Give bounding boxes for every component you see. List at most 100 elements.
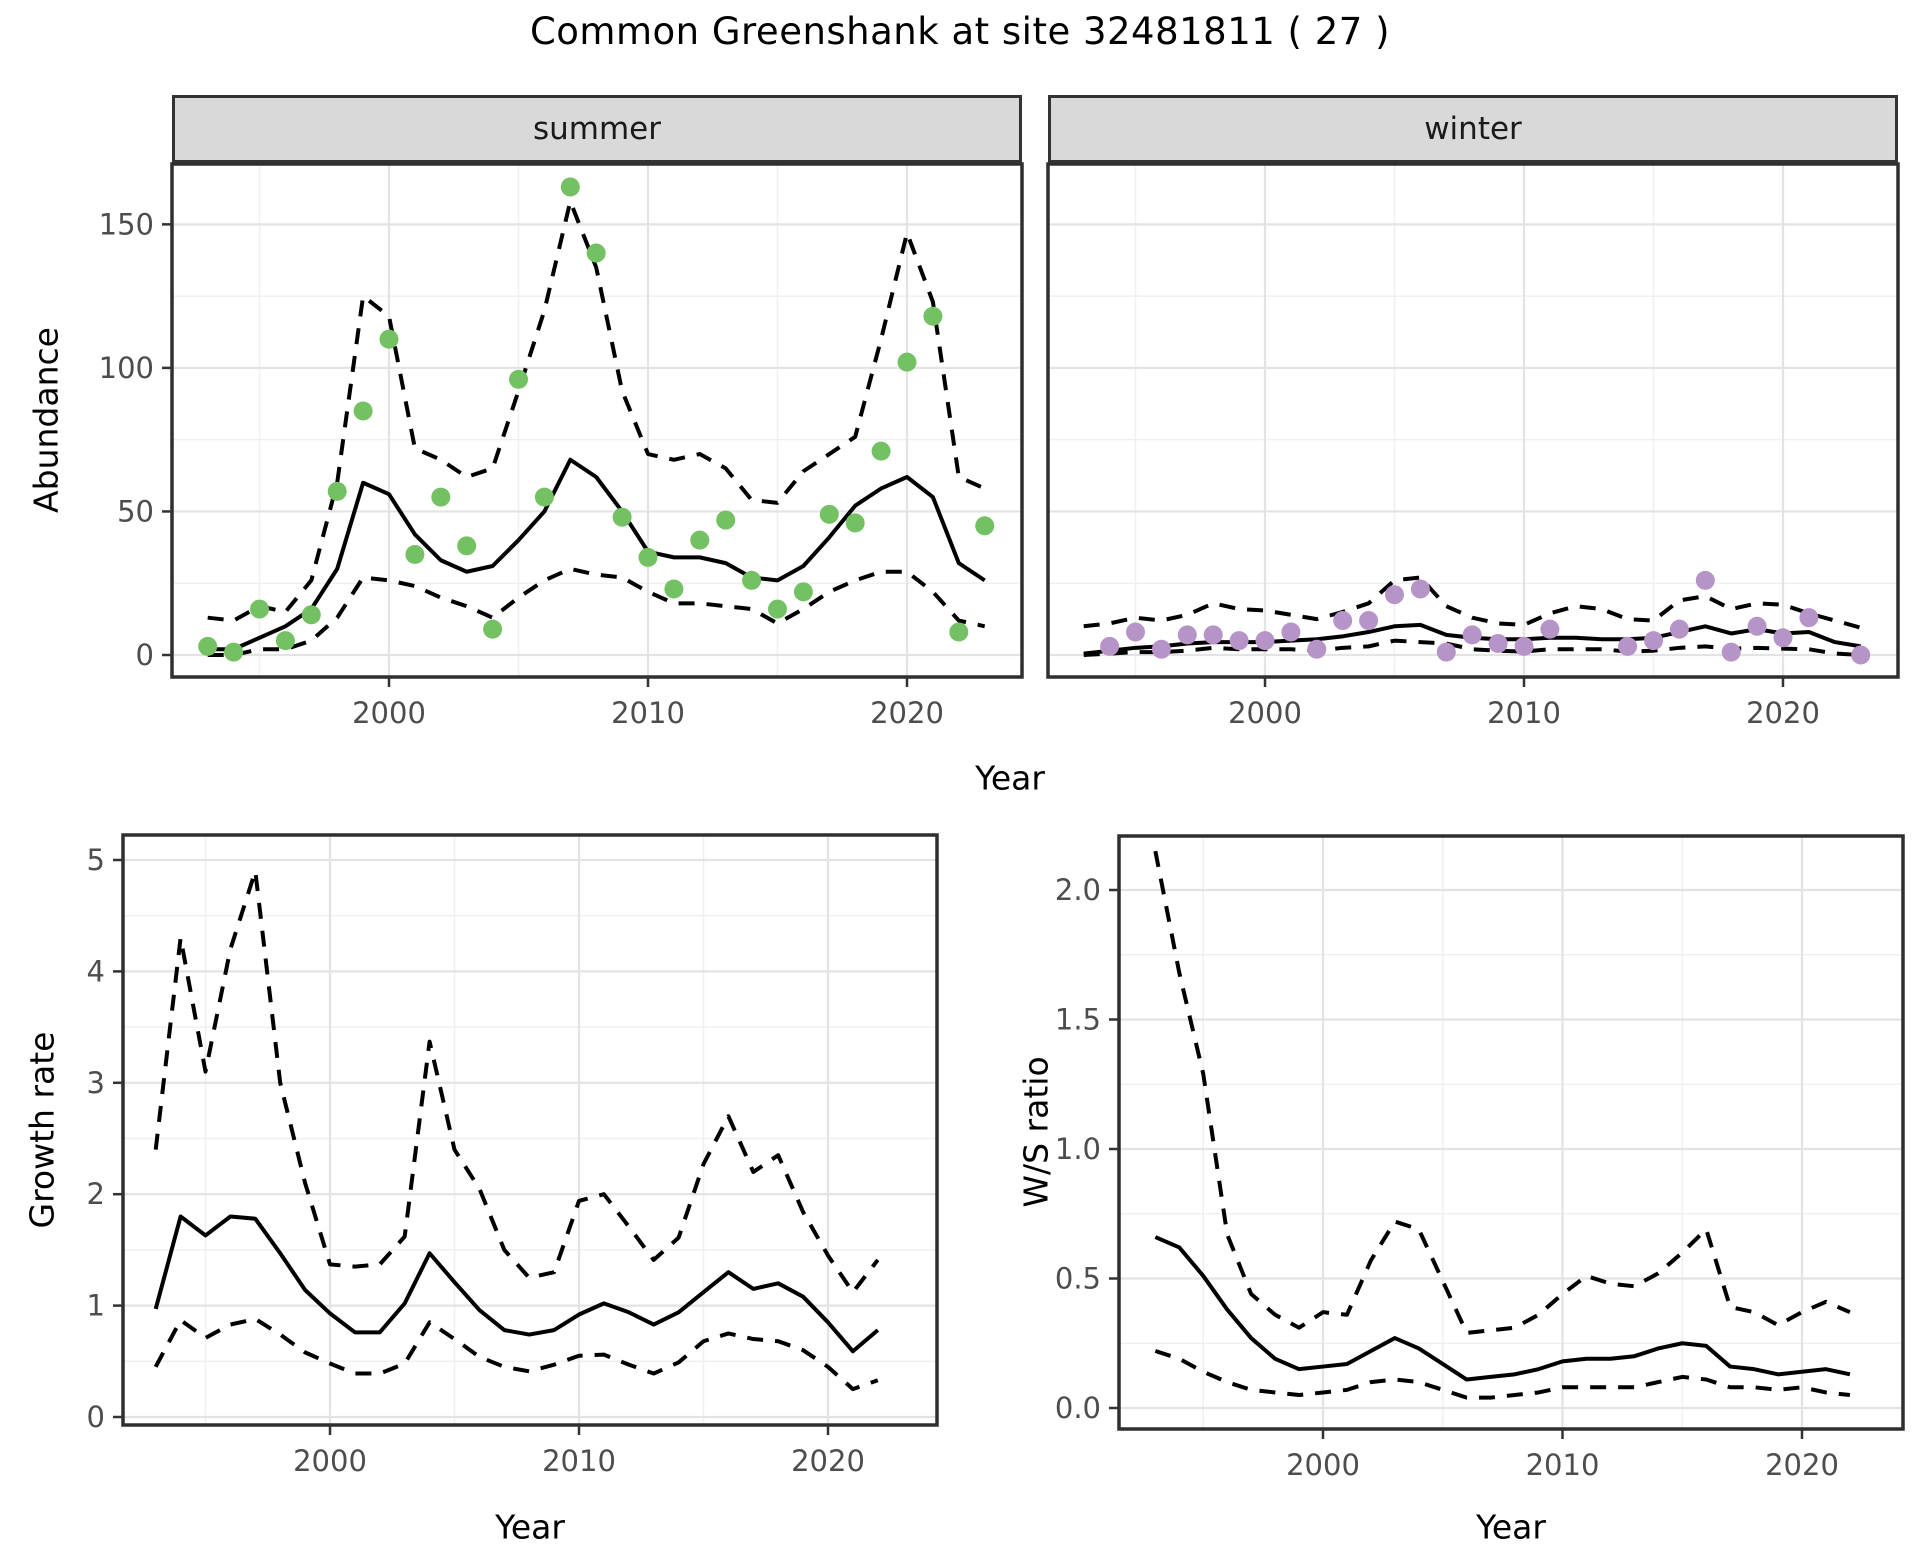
data-point (1799, 608, 1819, 628)
data-point (1177, 625, 1197, 645)
summer-axis-ticks: 2000 2010 2020 0 50 100 150 (99, 207, 944, 730)
winter-panel-border (1046, 162, 1900, 679)
y-tick-label: 0 (87, 1400, 105, 1434)
x-tick-label: 2000 (352, 696, 426, 730)
data-point (586, 243, 606, 263)
data-point (327, 481, 347, 501)
data-point (1410, 579, 1430, 599)
data-point (275, 631, 295, 651)
x-tick-label: 2020 (1746, 696, 1820, 730)
growth-ci-lower-line (153, 1316, 879, 1392)
data-point (1126, 622, 1145, 642)
summer-panel-border (170, 162, 1024, 679)
growth-panel-border (121, 833, 939, 1427)
x-tick-label: 2020 (1765, 1448, 1839, 1482)
x-tick-label: 2010 (1526, 1448, 1600, 1482)
ws-fit-line (1154, 1235, 1851, 1382)
data-point (845, 513, 865, 533)
data-point (1540, 619, 1560, 639)
data-point (975, 516, 995, 536)
data-point (509, 369, 528, 389)
summer-fit-line (207, 457, 986, 652)
data-point (1618, 636, 1638, 656)
data-point (1359, 611, 1379, 631)
x-tick-label: 2020 (791, 1444, 865, 1478)
data-point (1462, 625, 1482, 645)
data-point (793, 582, 813, 602)
y-tick-label: 3 (87, 1066, 105, 1100)
data-point (431, 487, 451, 507)
y-tick-label: 50 (117, 494, 154, 528)
summer-data-points (198, 177, 995, 662)
winter-data-points (1100, 570, 1871, 665)
y-tick-label: 1.0 (1055, 1132, 1101, 1166)
x-tick-label: 2010 (1487, 696, 1561, 730)
growth-ci-upper-line (153, 869, 880, 1295)
x-axis-title-year-ws: Year (1476, 1507, 1546, 1547)
summer-ci-lower-line (207, 566, 986, 657)
summer-gridlines (172, 164, 1022, 677)
data-point (1385, 585, 1404, 605)
growth-panel: 2000 2010 2020 0 1 2 3 4 5 (87, 833, 939, 1478)
facet-strip-winter: winter (1048, 95, 1898, 163)
data-point (1203, 625, 1223, 645)
data-point (1851, 645, 1871, 665)
data-point (664, 579, 684, 599)
y-tick-label: 2.0 (1055, 873, 1101, 907)
growth-fit-line (153, 1214, 880, 1354)
y-axis-title-abundance: Abundance (26, 327, 66, 513)
winter-axis-ticks: 2000 2010 2020 (1228, 677, 1820, 730)
y-tick-label: 2 (87, 1177, 105, 1211)
data-point (1747, 616, 1767, 636)
facet-strip-summer: summer (172, 95, 1022, 163)
summer-panel: 2000 2010 2020 0 50 100 150 (99, 162, 1024, 730)
data-point (1488, 634, 1508, 654)
data-point (638, 547, 658, 567)
y-tick-label: 1 (87, 1289, 105, 1323)
x-tick-label: 2000 (1228, 696, 1302, 730)
data-point (1255, 631, 1275, 651)
data-point (1307, 639, 1327, 659)
y-tick-label: 150 (99, 207, 154, 241)
y-axis-title-growth-rate: Growth rate (22, 1031, 62, 1229)
data-point (483, 619, 503, 639)
x-axis-title-year-top: Year (975, 758, 1045, 798)
data-point (716, 510, 736, 530)
data-point (949, 622, 969, 642)
data-point (1644, 631, 1663, 651)
y-tick-label: 100 (99, 351, 154, 385)
winter-ci-upper-line (1083, 575, 1862, 630)
data-point (871, 441, 891, 461)
y-tick-label: 0 (136, 638, 154, 672)
data-point (560, 177, 580, 197)
data-point (198, 636, 218, 656)
facet-strip-summer-label: summer (532, 111, 661, 147)
winter-gridlines (1048, 164, 1898, 677)
data-point (768, 599, 787, 619)
data-point (923, 306, 943, 326)
x-axis-title-year-growth: Year (495, 1507, 565, 1547)
ws-ci-upper-line (1153, 850, 1851, 1335)
data-point (612, 507, 632, 527)
data-point (1100, 636, 1120, 656)
growth-gridlines (123, 835, 937, 1425)
data-point (1773, 628, 1793, 648)
data-point (224, 642, 244, 662)
facet-strip-winter-label: winter (1424, 111, 1522, 147)
ws-axis-ticks: 2000 2010 2020 0.0 0.5 1.0 1.5 2.0 (1055, 873, 1839, 1482)
data-point (379, 329, 399, 349)
winter-panel: 2000 2010 2020 (1046, 162, 1900, 730)
x-tick-label: 2010 (611, 696, 685, 730)
x-tick-label: 2010 (542, 1444, 616, 1478)
y-tick-label: 1.5 (1055, 1003, 1101, 1037)
data-point (353, 401, 373, 421)
data-point (1669, 619, 1689, 639)
ws-ci-lower-line (1154, 1349, 1851, 1400)
data-point (1281, 622, 1301, 642)
x-tick-label: 2000 (1286, 1448, 1360, 1482)
data-point (1333, 611, 1353, 631)
data-point (1436, 642, 1456, 662)
page-title: Common Greenshank at site 32481811 ( 27 … (529, 10, 1391, 53)
